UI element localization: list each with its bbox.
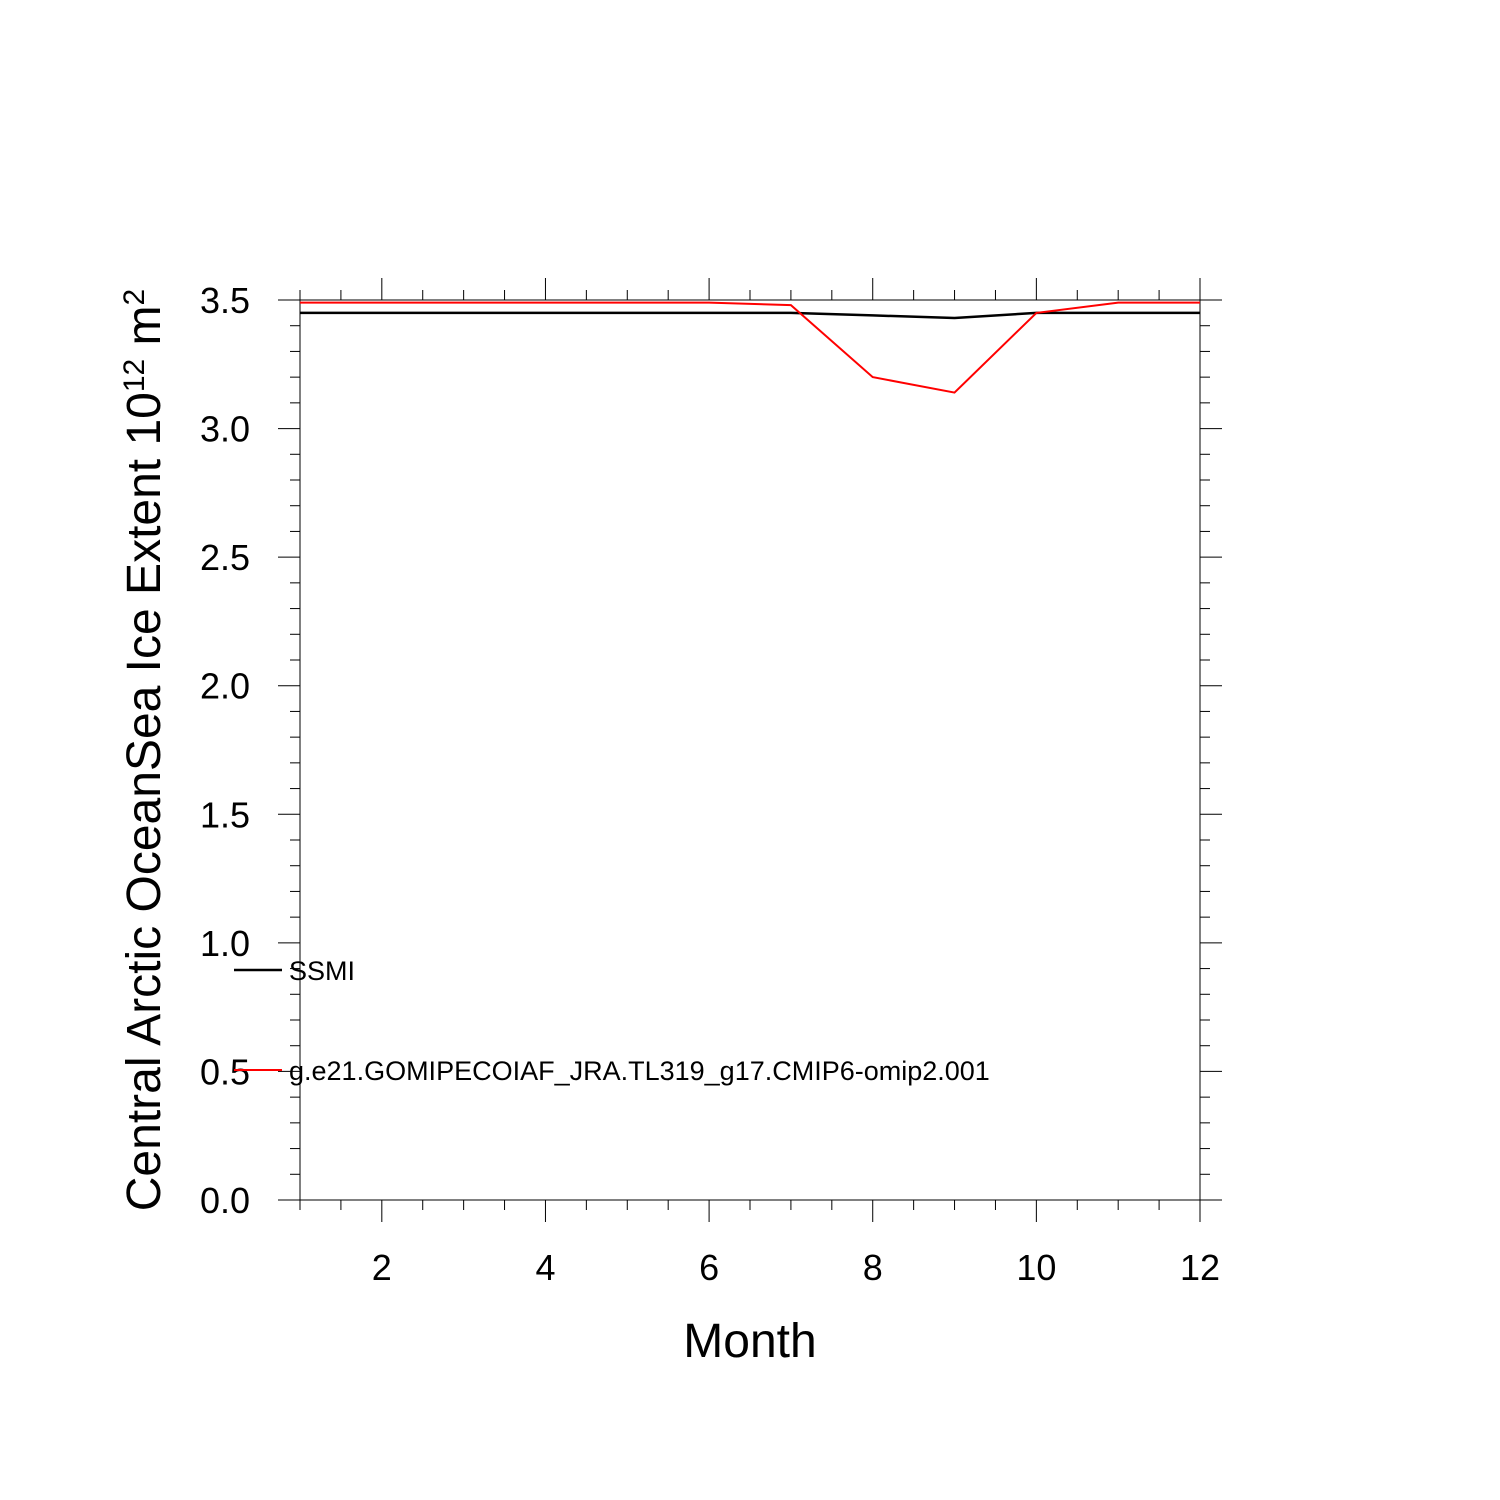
y-tick-label: 1.0: [200, 923, 250, 964]
series-line-1: [300, 311, 1200, 320]
legend: SSMI g.e21.GOMIPECOIAF_JRA.TL319_g17.CMIP…: [234, 956, 990, 1086]
y-axis-title-exponent: 12: [118, 359, 151, 392]
y-axis-title-unit-exponent: 2: [118, 289, 151, 306]
y-axis-title: Central Arctic OceanSea Ice Extent 1012 …: [118, 289, 172, 1211]
y-tick-label: 1.5: [200, 794, 250, 835]
x-tick-label: 10: [1016, 1247, 1056, 1288]
x-tick-label: 6: [699, 1247, 719, 1288]
y-tick-label: 3.0: [200, 409, 250, 450]
y-tick-label: 0.5: [200, 1051, 250, 1092]
x-axis-title: Month: [683, 1315, 816, 1368]
x-tick-label: 8: [863, 1247, 883, 1288]
legend-label-2: g.e21.GOMIPECOIAF_JRA.TL319_g17.CMIP6-om…: [289, 1056, 990, 1086]
y-tick-label: 0.0: [200, 1180, 250, 1221]
y-tick-label: 2.5: [200, 537, 250, 578]
y-tick-label: 3.5: [200, 280, 250, 321]
x-tick-label: 4: [535, 1247, 555, 1288]
axes: 2 4 6 8 10 12 0.0 0.5 1.0 1.5 2.0 2.5 3.0 3.5: [200, 278, 1222, 1288]
legend-label-1: SSMI: [289, 956, 355, 986]
plot-series: [300, 301, 1200, 394]
x-tick-label: 2: [372, 1247, 392, 1288]
y-tick-label: 2.0: [200, 666, 250, 707]
series-line-2: [300, 301, 1200, 394]
x-tick-label: 12: [1180, 1247, 1220, 1288]
